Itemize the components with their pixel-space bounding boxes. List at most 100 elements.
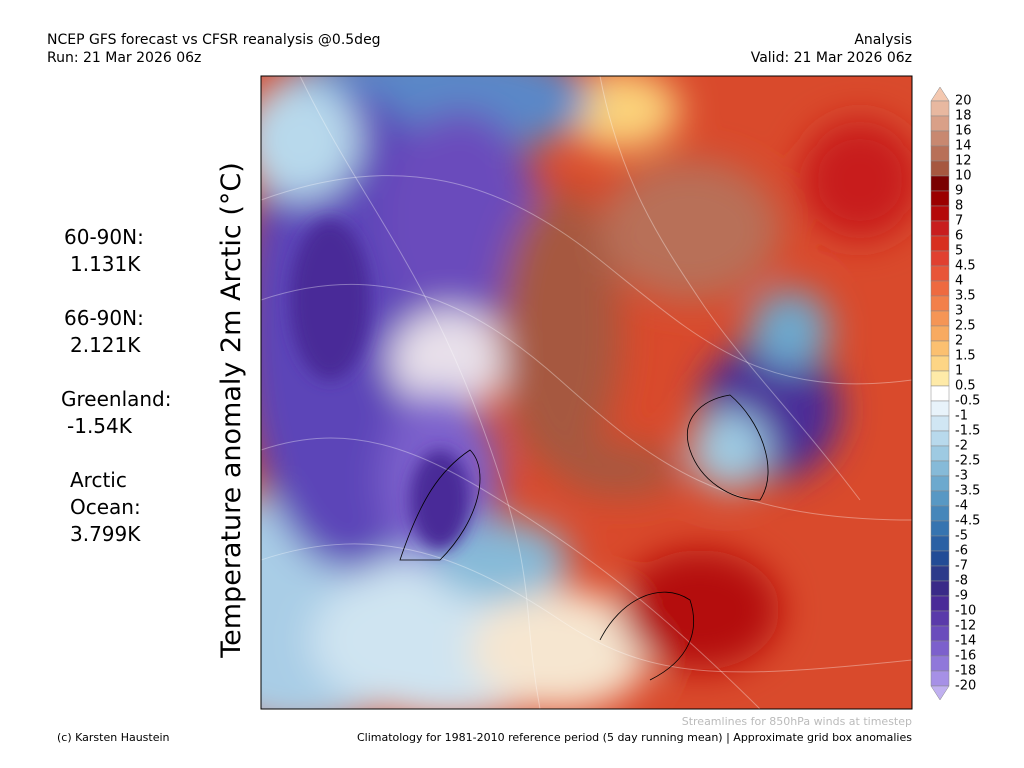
colorbar-swatch (930, 430, 950, 447)
colorbar-label: -4.5 (955, 514, 980, 529)
colorbar-label: 2 (955, 334, 963, 349)
colorbar-swatch (930, 610, 950, 627)
colorbar-label: 4.5 (955, 259, 976, 274)
stat-label: Ocean: (70, 495, 141, 519)
axis-title: Temperature anomaly 2m Arctic (°C) (216, 162, 247, 659)
stat-label: 60-90N: (64, 225, 144, 249)
colorbar-swatch (930, 460, 950, 477)
colorbar-label: 14 (955, 139, 972, 154)
colorbar-swatch (930, 160, 950, 177)
colorbar-swatch (930, 550, 950, 567)
colorbar-swatch (930, 490, 950, 507)
colorbar-label: -6 (955, 544, 968, 559)
colorbar-label: -0.5 (955, 394, 980, 409)
colorbar-swatch (930, 265, 950, 282)
colorbar-swatch (930, 625, 950, 642)
stat-value: -1.54K (67, 414, 133, 438)
colorbar-label: -16 (955, 649, 976, 664)
map (261, 76, 912, 709)
credit: (c) Karsten Haustein (57, 731, 170, 744)
colorbar-label: 20 (955, 94, 972, 109)
colorbar-swatch (930, 385, 950, 402)
run-time: Run: 21 Mar 2026 06z (47, 50, 201, 66)
colorbar-label: 10 (955, 169, 972, 184)
stat-value: 3.799K (70, 522, 141, 546)
colorbar-swatch (930, 475, 950, 492)
colorbar-swatch (930, 115, 950, 132)
colorbar-triangle (930, 86, 950, 102)
colorbar-label: 2.5 (955, 319, 976, 334)
colorbar-swatch (930, 235, 950, 252)
colorbar-swatch (930, 130, 950, 147)
map-frame (260, 75, 913, 710)
colorbar-label: 16 (955, 124, 972, 139)
stat-value: 1.131K (70, 252, 141, 276)
colorbar-swatch (930, 220, 950, 237)
colorbar-label: 18 (955, 109, 972, 124)
colorbar-label: -2.5 (955, 454, 980, 469)
colorbar-swatch (930, 355, 950, 372)
colorbar-label: 5 (955, 244, 963, 259)
colorbar-label: -5 (955, 529, 968, 544)
colorbar-swatch (930, 595, 950, 612)
colorbar-label: -9 (955, 589, 968, 604)
colorbar-swatch (930, 145, 950, 162)
colorbar-swatch (930, 205, 950, 222)
colorbar-label: -2 (955, 439, 968, 454)
colorbar-label: -18 (955, 664, 976, 679)
colorbar-swatch (930, 640, 950, 657)
colorbar-swatch (930, 175, 950, 192)
mode: Analysis (854, 32, 912, 48)
colorbar-swatch (930, 445, 950, 462)
colorbar-label: -1.5 (955, 424, 980, 439)
colorbar-label: 9 (955, 184, 963, 199)
colorbar-swatch (930, 400, 950, 417)
colorbar-swatch (930, 325, 950, 342)
colorbar-swatch (930, 100, 950, 117)
stats: 60-90N: 1.131K 66-90N: 2.121K Greenland: -1.5… (61, 225, 172, 546)
colorbar-swatch (930, 535, 950, 552)
colorbar-swatch (930, 340, 950, 357)
colorbar-label: 7 (955, 214, 963, 229)
colorbar-swatch (930, 415, 950, 432)
colorbar-swatch (930, 190, 950, 207)
colorbar-label: -1 (955, 409, 968, 424)
colorbar-swatch (930, 670, 950, 687)
colorbar-label: 4 (955, 274, 963, 289)
colorbar-swatch (930, 505, 950, 522)
stat-value: 2.121K (70, 333, 141, 357)
colorbar-swatch (930, 565, 950, 582)
colorbar-label: 1.5 (955, 349, 976, 364)
climatology-note: Climatology for 1981-2010 reference peri… (357, 731, 912, 744)
colorbar-label: -20 (955, 679, 976, 694)
colorbar-label: -7 (955, 559, 968, 574)
valid-time: Valid: 21 Mar 2026 06z (751, 50, 912, 66)
colorbar-swatch (930, 250, 950, 267)
stat-label: 66-90N: (64, 306, 144, 330)
colorbar-swatch (930, 520, 950, 537)
colorbar-label: 3.5 (955, 289, 976, 304)
colorbar-swatch (930, 580, 950, 597)
colorbar-label: 1 (955, 364, 963, 379)
colorbar-label: 6 (955, 229, 963, 244)
colorbar-label: -3 (955, 469, 968, 484)
colorbar-label: 8 (955, 199, 963, 214)
colorbar-swatch (930, 280, 950, 297)
title: NCEP GFS forecast vs CFSR reanalysis @0.… (47, 32, 381, 48)
colorbar-label: 0.5 (955, 379, 976, 394)
colorbar: 201816141210987654.543.532.521.510.5-0.5… (930, 86, 980, 701)
colorbar-label: -14 (955, 634, 976, 649)
colorbar-label: 3 (955, 304, 963, 319)
colorbar-label: -4 (955, 499, 968, 514)
colorbar-label: -3.5 (955, 484, 980, 499)
streamline-note: Streamlines for 850hPa winds at timestep (682, 715, 912, 728)
colorbar-swatch (930, 295, 950, 312)
colorbar-triangle (930, 685, 950, 701)
colorbar-label: -8 (955, 574, 968, 589)
colorbar-label: -10 (955, 604, 976, 619)
colorbar-swatch (930, 310, 950, 327)
colorbar-label: 12 (955, 154, 972, 169)
colorbar-swatch (930, 655, 950, 672)
